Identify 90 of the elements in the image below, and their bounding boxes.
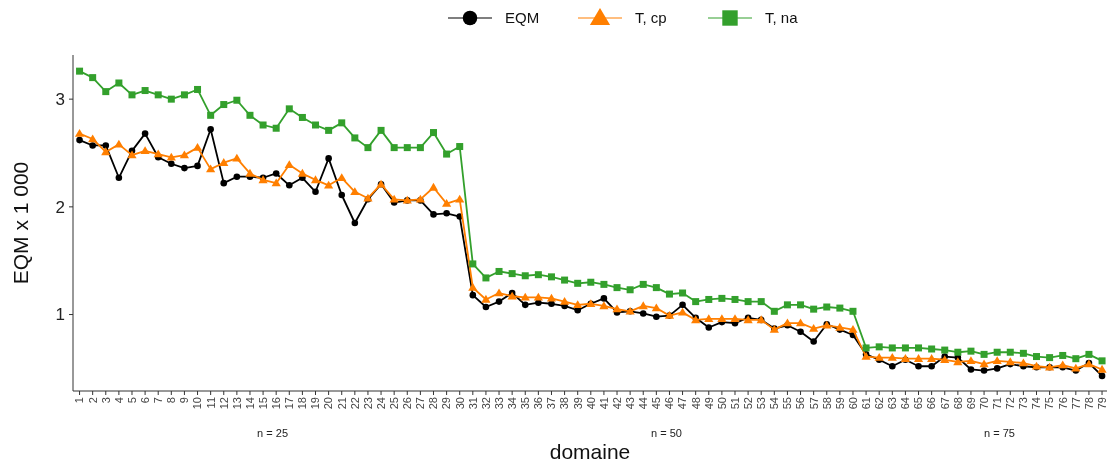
x-tick-label: 49	[702, 397, 715, 410]
y-axis-title: EQM x 1 000	[9, 161, 32, 285]
x-tick-label: 36	[532, 397, 545, 410]
x-tick-label: 60	[846, 397, 859, 410]
x-tick-label: 78	[1082, 397, 1095, 410]
x-tick-label: 1	[73, 397, 86, 404]
x-tick-label: 25	[388, 397, 401, 410]
x-tick-label: 19	[309, 397, 322, 410]
x-tick-label: 5	[125, 397, 138, 404]
x-tick-label: 76	[1056, 397, 1069, 410]
x-tick-label: 67	[938, 397, 951, 410]
x-tick-label: 26	[401, 397, 414, 410]
x-tick-label: 8	[165, 397, 178, 404]
x-tick-label: 41	[597, 397, 610, 410]
x-tick-label: 61	[859, 397, 872, 410]
x-tick-label: 10	[191, 397, 204, 410]
x-tick-label: 52	[741, 397, 754, 410]
x-tick-label: 11	[204, 397, 217, 409]
x-tick-label: 27	[414, 397, 427, 410]
x-tick-label: 62	[873, 397, 886, 410]
x-tick-label: 2	[86, 397, 99, 404]
x-tick-label: 23	[361, 397, 374, 410]
x-tick-label: 3	[99, 397, 112, 404]
x-tick-label: 45	[650, 397, 663, 410]
x-tick-label: 6	[138, 397, 151, 404]
x-tick-label: 9	[178, 397, 191, 404]
x-tick-label: 28	[427, 397, 440, 410]
x-tick-label: 42	[610, 397, 623, 410]
x-tick-label: 24	[374, 397, 387, 410]
text: n = 75	[984, 427, 1015, 439]
x-tick-label: 14	[243, 397, 256, 410]
x-tick-label: 47	[676, 397, 689, 410]
x-tick-label: 20	[322, 397, 335, 410]
x-tick-label: 35	[519, 397, 532, 410]
x-tick-label: 59	[833, 397, 846, 410]
y-tick-label: 2	[55, 197, 65, 217]
x-tick-label: 64	[899, 397, 912, 410]
x-tick-label: 37	[545, 397, 558, 410]
x-tick-label: 77	[1069, 397, 1082, 410]
x-tick-label: 32	[479, 397, 492, 410]
x-tick-label: 63	[886, 397, 899, 410]
x-tick-label: 31	[466, 397, 479, 410]
text: n = 50	[651, 427, 682, 439]
x-tick-label: 46	[663, 397, 676, 410]
x-tick-label: 22	[348, 397, 361, 410]
text: n = 25	[257, 427, 289, 439]
x-tick-label: 39	[571, 397, 584, 410]
x-tick-label: 57	[807, 397, 820, 410]
legend-label: T, na	[765, 9, 799, 27]
x-tick-label: 34	[506, 397, 518, 410]
x-tick-label: 54	[768, 397, 781, 410]
x-tick-label: 29	[440, 397, 453, 410]
x-tick-label: 30	[453, 397, 466, 410]
x-tick-label: 79	[1095, 397, 1107, 410]
x-tick-label: 40	[584, 397, 597, 410]
x-tick-label: 71	[991, 397, 1004, 410]
x-tick-label: 18	[296, 397, 309, 410]
x-tick-label: 58	[820, 397, 833, 410]
x-tick-label: 38	[558, 397, 571, 410]
x-tick-label: 72	[1004, 397, 1017, 410]
x-tick-label: 65	[912, 397, 925, 410]
x-tick-label: 44	[637, 397, 650, 410]
x-tick-label: 7	[152, 397, 165, 404]
x-tick-label: 21	[335, 397, 348, 410]
x-tick-label: 56	[794, 397, 807, 410]
x-tick-label: 33	[492, 397, 505, 410]
legend-label: EQM	[505, 9, 540, 27]
x-tick-label: 16	[270, 397, 283, 410]
x-tick-label: 53	[755, 397, 768, 410]
x-tick-label: 43	[623, 397, 636, 410]
x-tick-label: 68	[951, 397, 964, 410]
x-tick-label: 70	[977, 397, 990, 410]
x-tick-label: 66	[925, 397, 938, 410]
x-tick-label: 4	[112, 397, 125, 404]
x-tick-label: 69	[964, 397, 977, 410]
x-tick-label: 13	[230, 397, 243, 410]
x-tick-label: 17	[283, 397, 296, 410]
x-tick-label: 55	[781, 397, 794, 410]
x-tick-label: 74	[1030, 397, 1043, 410]
y-tick-label: 1	[55, 305, 65, 325]
legend-label: T, cp	[635, 9, 667, 27]
x-tick-label: 51	[728, 397, 741, 410]
x-tick-label: 73	[1017, 397, 1030, 410]
y-tick-label: 3	[55, 90, 65, 110]
x-axis-title: domaine	[549, 440, 631, 463]
x-tick-label: 12	[217, 397, 230, 410]
x-tick-label: 50	[715, 397, 728, 410]
x-tick-label: 15	[256, 397, 269, 410]
x-tick-label: 75	[1043, 397, 1056, 410]
x-tick-label: 48	[689, 397, 702, 410]
